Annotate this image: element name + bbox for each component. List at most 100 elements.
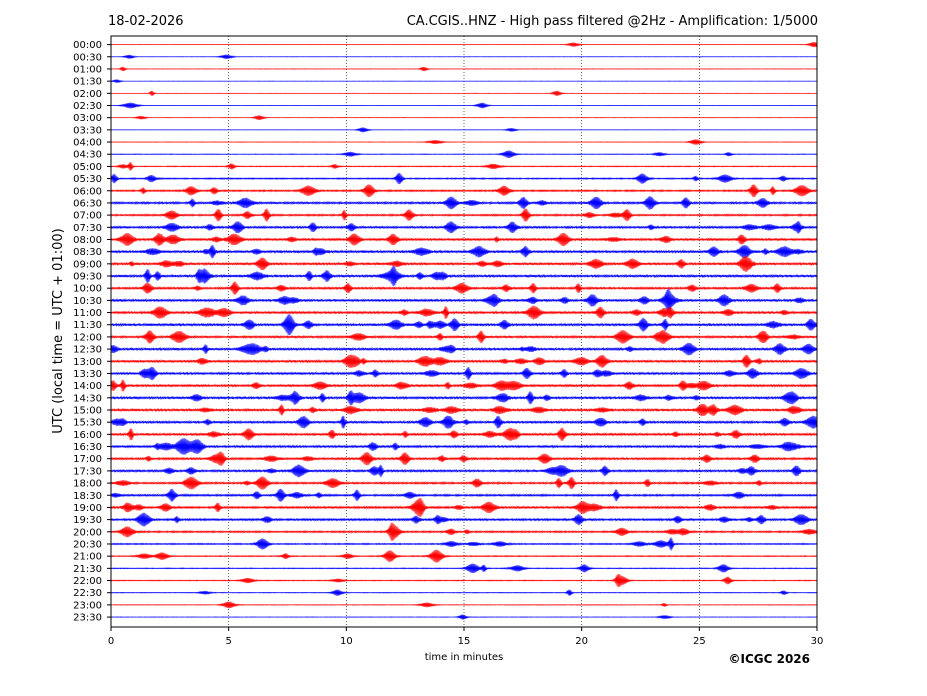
trace-0330 xyxy=(110,127,818,133)
y-tick-label: 20:30 xyxy=(73,539,102,550)
plot-frame xyxy=(110,35,818,628)
y-tick-label: 02:30 xyxy=(73,101,102,112)
y-tick-label: 01:30 xyxy=(73,77,102,88)
trace-0430 xyxy=(110,150,818,158)
y-tick-label: 12:00 xyxy=(73,332,102,343)
chart-date: 18-02-2026 xyxy=(108,14,184,29)
y-tick-label: 14:30 xyxy=(73,393,102,404)
trace-1630 xyxy=(110,438,818,455)
trace-1130 xyxy=(110,314,818,336)
trace-0600 xyxy=(110,184,818,198)
trace-0830 xyxy=(110,244,818,259)
trace-0400 xyxy=(110,139,818,145)
y-tick-label: 23:30 xyxy=(73,613,102,624)
y-tick-label: 21:30 xyxy=(73,564,102,575)
y-tick-label: 16:30 xyxy=(73,442,102,453)
trace-1000 xyxy=(110,281,818,295)
trace-0900 xyxy=(110,255,818,273)
y-tick-label: 14:00 xyxy=(73,381,102,392)
trace-0730 xyxy=(110,221,818,234)
y-tick-label: 04:30 xyxy=(73,150,102,161)
x-tick-label: 30 xyxy=(811,636,824,647)
y-tick-label: 09:30 xyxy=(73,272,102,283)
y-tick-label: 08:00 xyxy=(73,235,102,246)
trace-1900 xyxy=(110,497,818,518)
trace-0100 xyxy=(110,66,818,72)
grid-lines xyxy=(228,36,700,627)
trace-0030 xyxy=(110,54,818,60)
trace-0800 xyxy=(110,232,818,247)
x-axis-label: time in minutes xyxy=(425,652,504,663)
y-tick-label: 17:30 xyxy=(73,466,102,477)
trace-2100 xyxy=(110,549,818,563)
trace-2000 xyxy=(110,522,818,542)
y-tick-label: 05:30 xyxy=(73,174,102,185)
y-tick-label: 07:00 xyxy=(73,211,102,222)
y-tick-label: 10:00 xyxy=(73,284,102,295)
x-tick-label: 0 xyxy=(108,636,114,647)
trace-1700 xyxy=(110,451,818,466)
y-tick-label: 03:30 xyxy=(73,125,102,136)
y-tick-label: 19:30 xyxy=(73,515,102,526)
y-tick-label: 05:00 xyxy=(73,162,102,173)
trace-0500 xyxy=(110,162,818,171)
y-tick-label: 04:00 xyxy=(73,138,102,149)
trace-0530 xyxy=(110,172,818,185)
x-tick-label: 25 xyxy=(693,636,706,647)
trace-2130 xyxy=(110,563,818,574)
trace-1300 xyxy=(110,354,818,369)
trace-1930 xyxy=(110,512,818,527)
x-tick-label: 5 xyxy=(225,636,231,647)
y-tick-label: 10:30 xyxy=(73,296,102,307)
y-tick-label: 08:30 xyxy=(73,247,102,258)
trace-2300 xyxy=(110,601,818,609)
x-tick-label: 20 xyxy=(575,636,588,647)
y-tick-label: 00:30 xyxy=(73,52,102,63)
y-tick-label: 03:00 xyxy=(73,113,102,124)
y-tick-label: 19:00 xyxy=(73,503,102,514)
y-tick-label: 22:30 xyxy=(73,588,102,599)
y-tick-label: 13:00 xyxy=(73,357,102,368)
trace-1200 xyxy=(110,329,818,344)
y-tick-label: 07:30 xyxy=(73,223,102,234)
x-tick-labels: 0 5 10 15 20 25 30 xyxy=(108,627,824,647)
trace-1830 xyxy=(110,488,818,502)
trace-2200 xyxy=(110,573,818,588)
trace-1230 xyxy=(110,342,818,356)
y-tick-label: 15:00 xyxy=(73,406,102,417)
y-tick-label: 11:00 xyxy=(73,308,102,319)
trace-1500 xyxy=(110,403,818,417)
trace-2330 xyxy=(110,614,818,620)
trace-0300 xyxy=(110,115,818,121)
y-tick-label: 22:00 xyxy=(73,576,102,587)
copyright: ©ICGC 2026 xyxy=(728,652,810,666)
trace-1030 xyxy=(110,288,818,313)
y-axis-label: UTC (local time = UTC + 01:00) xyxy=(51,228,66,433)
y-tick-label: 11:30 xyxy=(73,320,102,331)
y-tick-label: 15:30 xyxy=(73,418,102,429)
traces xyxy=(110,41,818,620)
y-tick-label: 02:00 xyxy=(73,89,102,100)
y-tick-label: 01:00 xyxy=(73,64,102,75)
trace-1800 xyxy=(110,476,818,490)
y-tick-label: 17:00 xyxy=(73,454,102,465)
trace-0200 xyxy=(110,90,818,97)
trace-0130 xyxy=(110,79,818,83)
trace-1330 xyxy=(110,366,818,381)
y-tick-label: 16:00 xyxy=(73,430,102,441)
trace-0930 xyxy=(110,265,818,287)
y-tick-label: 21:00 xyxy=(73,552,102,563)
trace-0700 xyxy=(110,208,818,222)
y-tick-label: 13:30 xyxy=(73,369,102,380)
y-tick-label: 20:00 xyxy=(73,527,102,538)
chart-title: CA.CGIS..HNZ - High pass filtered @2Hz -… xyxy=(407,14,818,29)
y-tick-label: 18:00 xyxy=(73,479,102,490)
y-tick-label: 23:00 xyxy=(73,600,102,611)
trace-0230 xyxy=(110,102,818,109)
y-tick-label: 06:00 xyxy=(73,186,102,197)
trace-1430 xyxy=(110,390,818,406)
trace-1530 xyxy=(110,415,818,429)
trace-1730 xyxy=(110,464,818,478)
trace-1400 xyxy=(110,379,818,392)
trace-2030 xyxy=(110,537,818,551)
